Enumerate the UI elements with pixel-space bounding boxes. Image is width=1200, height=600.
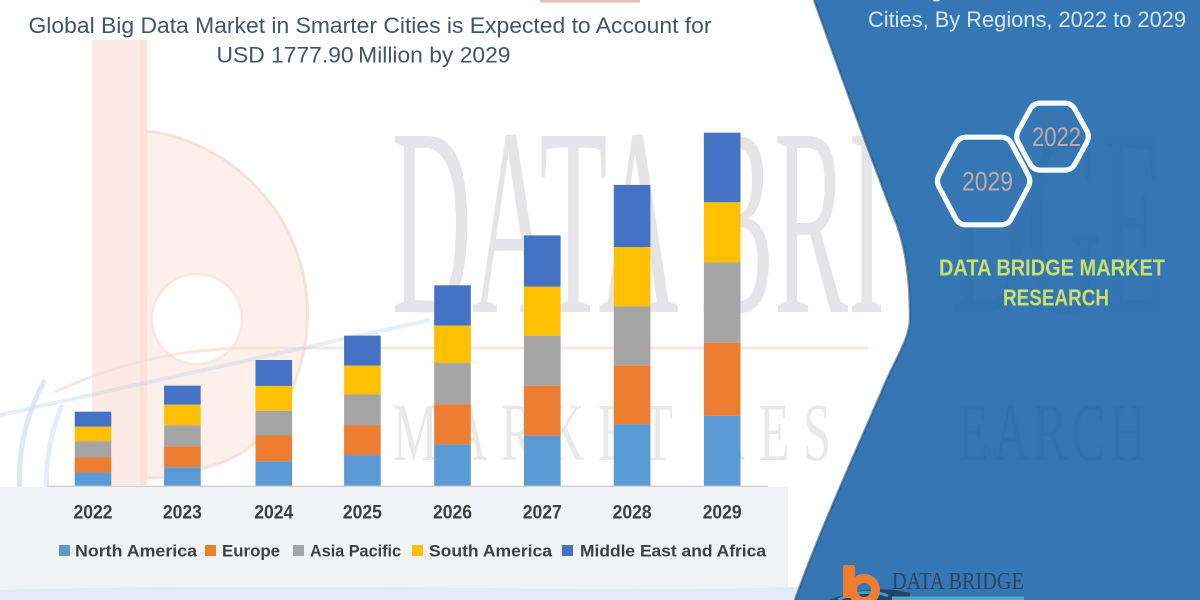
svg-text:Global Big Data Market in Smar: Global Big Data Market in Smarter Cities…: [29, 13, 713, 38]
svg-text:2026: 2026: [433, 502, 472, 523]
svg-text:DATA BRIDGE: DATA BRIDGE: [892, 569, 1024, 595]
svg-text:RESEARCH: RESEARCH: [1003, 285, 1109, 311]
svg-text:USD 1777.90 Million by 2029: USD 1777.90 Million by 2029: [217, 42, 511, 67]
svg-text:North America: North America: [75, 542, 198, 560]
svg-text:Europe: Europe: [222, 542, 280, 560]
svg-text:South America: South America: [429, 542, 553, 560]
svg-text:DATA BRIDGE MARKET: DATA BRIDGE MARKET: [939, 254, 1165, 280]
svg-text:g: g: [931, 0, 944, 2]
svg-text:2029: 2029: [962, 166, 1013, 196]
svg-text:EARCH: EARCH: [958, 386, 1168, 478]
svg-text:Middle East and Africa: Middle East and Africa: [580, 542, 767, 560]
svg-text:2027: 2027: [523, 502, 562, 523]
svg-text:2024: 2024: [254, 502, 293, 523]
svg-text:2025: 2025: [343, 502, 382, 523]
svg-text:2028: 2028: [613, 502, 652, 523]
svg-text:Asia Pacific: Asia Pacific: [310, 542, 401, 560]
svg-text:2022: 2022: [74, 502, 113, 523]
svg-text:Cities, By Regions, 2022 to 20: Cities, By Regions, 2022 to 2029: [868, 7, 1186, 32]
svg-text:2022: 2022: [1032, 122, 1081, 152]
svg-text:2029: 2029: [703, 502, 742, 523]
svg-text:2023: 2023: [163, 502, 202, 523]
